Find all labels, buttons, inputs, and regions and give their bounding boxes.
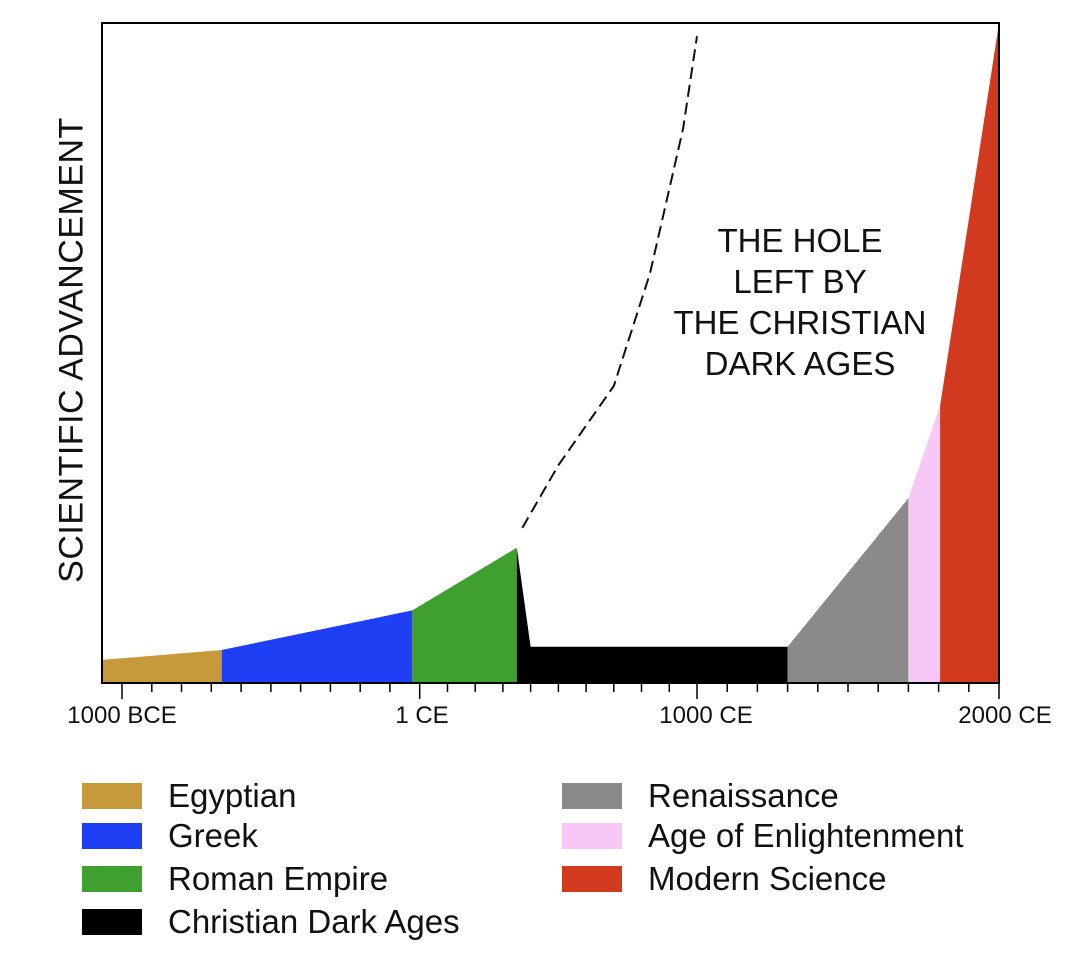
legend-label: Renaissance	[648, 777, 839, 814]
projection-dashed-line	[521, 36, 698, 529]
legend-item-roman-empire: Roman Empire	[82, 859, 388, 899]
plot-frame	[101, 22, 1000, 684]
annotation-line: DARK AGES	[704, 345, 896, 382]
annotation-line: THE HOLE	[717, 222, 883, 259]
legend-swatch	[82, 823, 142, 849]
hole-annotation: THE HOLE LEFT BY THE CHRISTIAN DARK AGES	[640, 220, 960, 384]
x-tick-label: 1 CE	[395, 702, 449, 729]
legend-label: Christian Dark Ages	[168, 903, 460, 940]
area-roman-empire	[412, 547, 517, 683]
legend-label: Age of Enlightenment	[648, 817, 964, 854]
x-tick-label: 1000 CE	[659, 702, 753, 729]
area-greek	[221, 610, 413, 683]
legend-swatch	[562, 783, 622, 809]
area-age-of-enlightenment	[908, 405, 941, 683]
legend-item-christian-dark-ages: Christian Dark Ages	[82, 902, 460, 942]
legend-label: Modern Science	[648, 860, 887, 897]
legend-label: Greek	[168, 817, 258, 854]
x-tick-label: 2000 CE	[958, 702, 1052, 729]
legend-item-age-of-enlightenment: Age of Enlightenment	[562, 816, 964, 856]
legend-item-egyptian: Egyptian	[82, 776, 296, 816]
area-modern-science	[940, 23, 999, 683]
legend-item-modern-science: Modern Science	[562, 859, 886, 899]
area-egyptian	[102, 650, 222, 683]
legend-label: Egyptian	[168, 777, 297, 814]
annotation-line: THE CHRISTIAN	[673, 304, 927, 341]
legend-swatch	[562, 866, 622, 892]
legend-swatch	[562, 823, 622, 849]
legend-swatch	[82, 866, 142, 892]
x-tick-label: 1000 BCE	[67, 702, 177, 729]
area-renaissance	[787, 498, 909, 683]
legend-label: Roman Empire	[168, 860, 389, 897]
legend-item-renaissance: Renaissance	[562, 776, 839, 816]
legend-swatch	[82, 909, 142, 935]
area-christian-dark-ages	[516, 547, 788, 683]
legend-item-greek: Greek	[82, 816, 258, 856]
annotation-line: LEFT BY	[733, 263, 867, 300]
legend-swatch	[82, 783, 142, 809]
